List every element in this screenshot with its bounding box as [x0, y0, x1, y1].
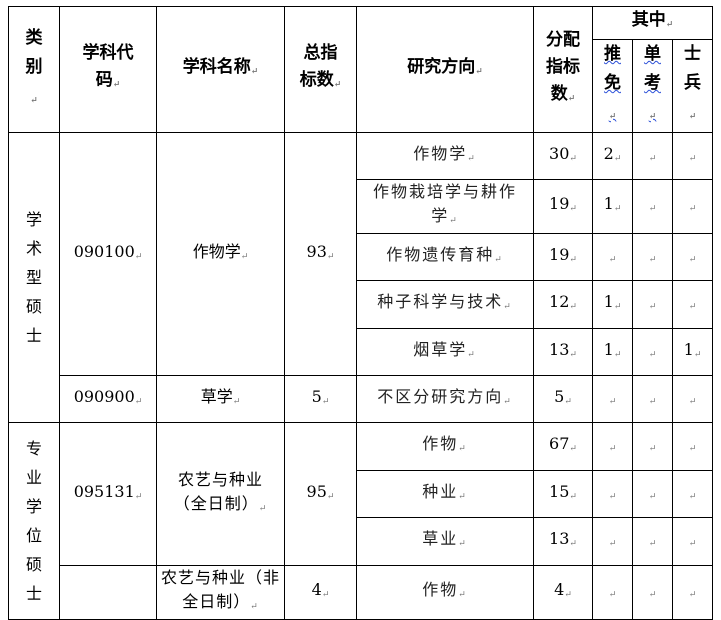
table-row: 烟草学 13 1 1	[9, 328, 713, 376]
direction-cell: 作物栽培学与耕作学	[356, 179, 534, 234]
direction-cell: 不区分研究方向	[356, 375, 534, 423]
single-exam-cell	[632, 422, 673, 471]
recommend-cell: 1	[592, 280, 633, 329]
single-exam-cell	[632, 233, 673, 281]
single-exam-cell	[632, 328, 673, 376]
soldier-cell	[672, 179, 713, 234]
single-exam-cell	[632, 132, 673, 180]
soldier-cell	[672, 565, 713, 620]
single-exam-cell	[632, 280, 673, 329]
direction-cell: 种子科学与技术	[356, 280, 534, 329]
soldier-cell	[672, 470, 713, 518]
recommend-cell	[592, 422, 633, 471]
single-exam-cell	[632, 470, 673, 518]
category-cell: 专业学位硕士	[8, 422, 60, 620]
recommend-cell: 2	[592, 132, 633, 180]
category-cell: 学术型硕士	[8, 132, 60, 423]
header-allocated: 分配指标数	[533, 6, 593, 133]
soldier-cell	[672, 517, 713, 566]
total-cell: 95	[284, 422, 357, 566]
allocated-cell: 30	[533, 132, 593, 180]
soldier-cell	[672, 375, 713, 423]
name-cell: 农艺与种业（非全日制）	[156, 565, 285, 620]
header-direction: 研究方向	[356, 6, 534, 133]
header-single-exam: 单考	[632, 39, 673, 133]
name-cell: 草学	[156, 375, 285, 423]
allocated-cell: 13	[533, 517, 593, 566]
table-row: 草业 13	[9, 517, 713, 566]
allocated-cell: 4	[533, 565, 593, 620]
header-recommend: 推免	[592, 39, 633, 133]
recommend-cell	[592, 233, 633, 281]
direction-cell: 种业	[356, 470, 534, 518]
allocated-cell: 13	[533, 328, 593, 376]
header-row: 类别 学科代码 学科名称 总指标数 研究方向 分配指标数 其中	[8, 6, 713, 133]
single-exam-cell	[632, 517, 673, 566]
header-of-which: 其中	[592, 6, 713, 40]
total-cell: 4	[284, 565, 357, 620]
header-code: 学科代码	[59, 6, 157, 133]
allocated-cell: 5	[533, 375, 593, 423]
table-row: 090900 草学 5 不区分研究方向 5	[9, 375, 713, 423]
allocated-cell: 19	[533, 233, 593, 281]
recommend-cell: 1	[592, 179, 633, 234]
direction-cell: 作物	[356, 422, 534, 471]
recommend-cell: 1	[592, 328, 633, 376]
soldier-cell	[672, 280, 713, 329]
single-exam-cell	[632, 179, 673, 234]
name-cell: 作物学	[156, 132, 285, 376]
header-soldier: 士兵	[672, 39, 713, 133]
table-row: 专业学位硕士 095131 农艺与种业（全日制） 95 作物 67	[8, 422, 713, 620]
direction-cell: 作物	[356, 565, 534, 620]
recommend-cell	[592, 565, 633, 620]
header-name: 学科名称	[156, 6, 285, 133]
direction-cell: 作物学	[356, 132, 534, 180]
code-cell: 090900	[59, 375, 157, 423]
name-cell: 农艺与种业（全日制）	[156, 422, 285, 566]
enrollment-quota-table: 类别 学科代码 学科名称 总指标数 研究方向 分配指标数 其中 推免 单考 士兵…	[8, 6, 713, 620]
soldier-cell	[672, 132, 713, 180]
table-row: 学术型硕士 090100 作物学 93 作物学 30 2	[8, 132, 713, 423]
recommend-cell	[592, 517, 633, 566]
single-exam-cell	[632, 375, 673, 423]
allocated-cell: 19	[533, 179, 593, 234]
direction-cell: 草业	[356, 517, 534, 566]
soldier-cell	[672, 422, 713, 471]
header-category: 类别	[8, 6, 60, 133]
allocated-cell: 67	[533, 422, 593, 471]
total-cell: 5	[284, 375, 357, 423]
subheader-row: 推免 单考 士兵	[9, 39, 713, 133]
recommend-cell	[592, 470, 633, 518]
allocated-cell: 15	[533, 470, 593, 518]
header-total: 总指标数	[284, 6, 357, 133]
code-cell	[59, 565, 157, 620]
single-exam-cell	[632, 565, 673, 620]
table-row: 农艺与种业（非全日制） 4 作物 4	[9, 565, 713, 620]
soldier-cell: 1	[672, 328, 713, 376]
code-cell: 095131	[59, 422, 157, 566]
direction-cell: 作物遗传育种	[356, 233, 534, 281]
code-cell: 090100	[59, 132, 157, 376]
table-row: 作物遗传育种 19	[9, 233, 713, 281]
recommend-cell	[592, 375, 633, 423]
direction-cell: 烟草学	[356, 328, 534, 376]
soldier-cell	[672, 233, 713, 281]
table-row: 作物栽培学与耕作学 19 1	[9, 179, 713, 234]
allocated-cell: 12	[533, 280, 593, 329]
total-cell: 93	[284, 132, 357, 376]
